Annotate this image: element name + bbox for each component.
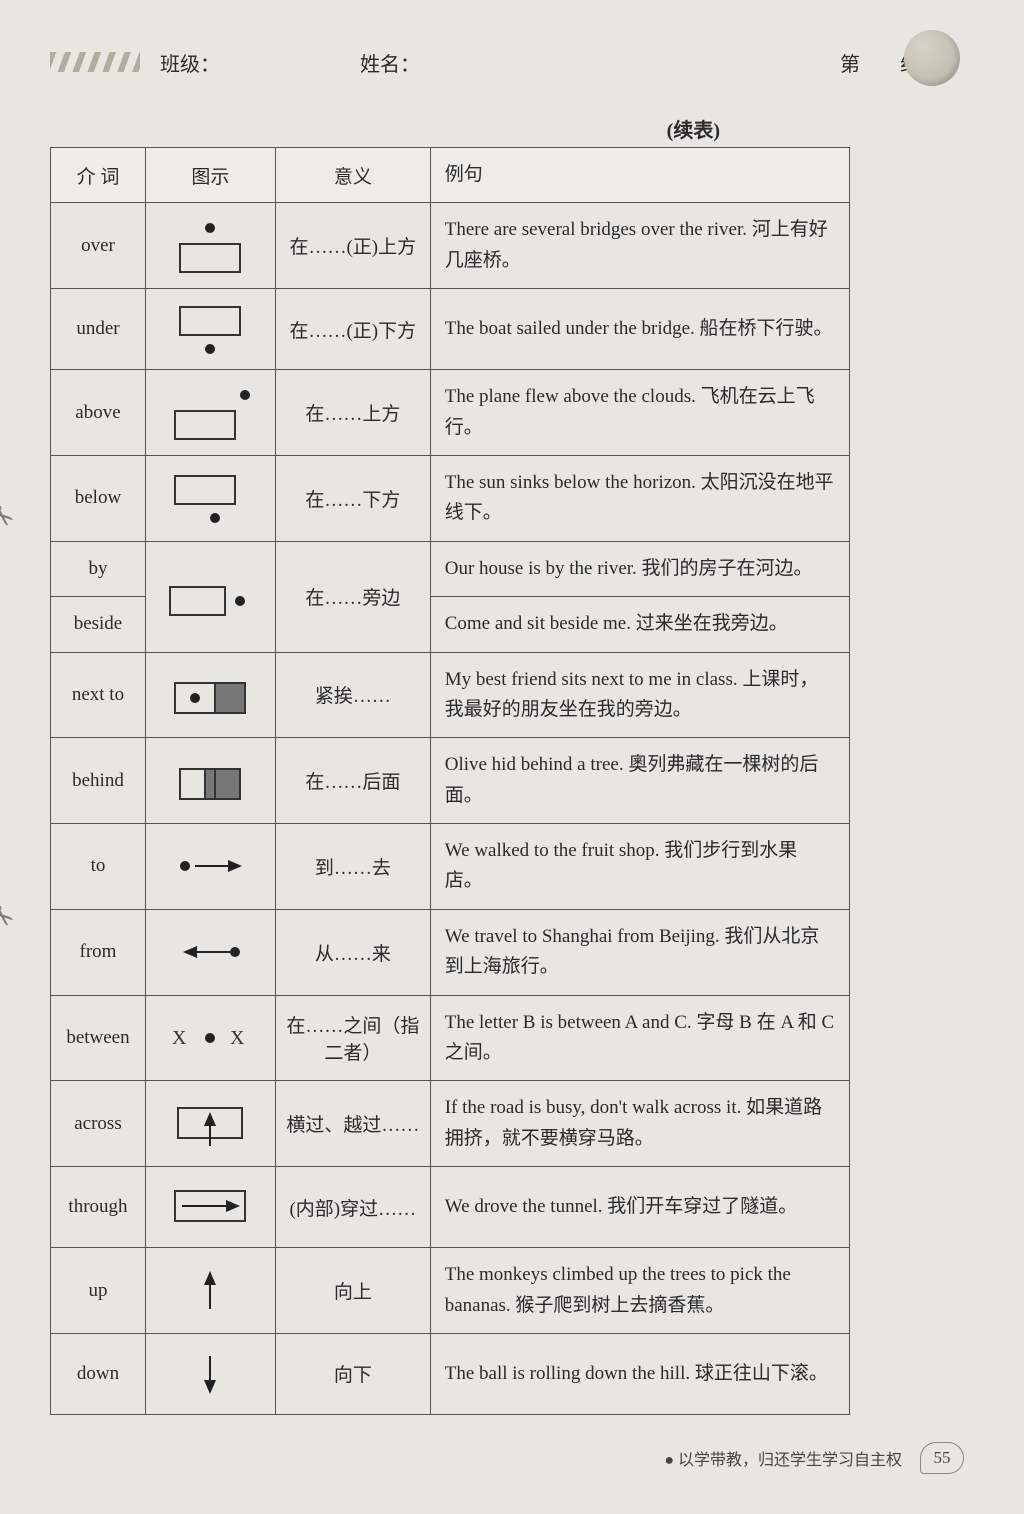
cell-prep: across [51,1081,146,1167]
cell-illustration [145,203,275,289]
cell-prep: under [51,289,146,370]
page-content: 班级： 姓名： 第 组 (续表) 介 词 图示 意义 例句 over 在……(正)… [50,40,920,1415]
cell-meaning: 在……上方 [275,370,430,456]
table-row: under 在……(正)下方The boat sailed under the b… [51,289,850,370]
table-row: up 向上The monkeys climbed up the trees to … [51,1248,850,1334]
cell-illustration [145,909,275,995]
corner-badge-icon [904,30,960,86]
cell-prep: behind [51,738,146,824]
cell-illustration [145,738,275,824]
cell-example: Olive hid behind a tree. 奧列弗藏在一棵树的后面。 [430,738,849,824]
cell-meaning: 从……来 [275,909,430,995]
cell-illustration [145,1081,275,1167]
table-row: from 从……来We travel to Shanghai from Beiji… [51,909,850,995]
cell-example: The ball is rolling down the hill. 球正往山下… [430,1333,849,1414]
cell-example: If the road is busy, don't walk across i… [430,1081,849,1167]
table-row: by在……旁边Our house is by the river. 我们的房子在… [51,541,850,596]
cell-prep: to [51,824,146,910]
prepositions-table: 介 词 图示 意义 例句 over 在……(正)上方There are sever… [50,147,850,1415]
cell-illustration [145,289,275,370]
table-row: behind 在……后面Olive hid behind a tree. 奧列弗藏… [51,738,850,824]
class-label: 班级： [160,48,220,77]
page-number: 55 [920,1442,964,1474]
cell-meaning: 向下 [275,1333,430,1414]
cell-example: The boat sailed under the bridge. 船在桥下行驶… [430,289,849,370]
cell-prep: over [51,203,146,289]
th-example: 例句 [430,148,849,203]
cell-meaning: 紧挨…… [275,652,430,738]
cell-example: Our house is by the river. 我们的房子在河边。 [430,541,849,596]
cell-example: The sun sinks below the horizon. 太阳沉没在地平… [430,455,849,541]
table-row: above 在……上方The plane flew above the cloud… [51,370,850,456]
footer-motto: ● 以学带教，归还学生学习自主权 [664,1446,902,1470]
cell-meaning: 横过、越过…… [275,1081,430,1167]
continued-label: (续表) [50,114,920,143]
cell-illustration [145,1248,275,1334]
cell-prep: below [51,455,146,541]
svg-text:X: X [172,1027,187,1049]
cell-illustration: XX [145,995,275,1081]
cell-meaning: 到……去 [275,824,430,910]
table-row: to 到……去We walked to the fruit shop. 我们步行到… [51,824,850,910]
cell-meaning: 在……(正)上方 [275,203,430,289]
cell-prep: down [51,1333,146,1414]
cell-illustration [145,541,275,652]
scissors-icon: ✂ [0,496,22,537]
cell-meaning: 在……后面 [275,738,430,824]
table-row: betweenXX在……之间（指二者）The letter B is betwe… [51,995,850,1081]
cell-example: My best friend sits next to me in class.… [430,652,849,738]
table-row: next to 紧挨……My best friend sits next to m… [51,652,850,738]
group-prefix: 第 [840,48,860,77]
header-stripes-icon [50,52,140,72]
cell-prep: above [51,370,146,456]
th-illus: 图示 [145,148,275,203]
cell-example: The monkeys climbed up the trees to pick… [430,1248,849,1334]
cell-prep: between [51,995,146,1081]
cell-illustration [145,370,275,456]
page-footer: ● 以学带教，归还学生学习自主权 55 [664,1442,964,1474]
table-header-row: 介 词 图示 意义 例句 [51,148,850,203]
cell-example: The letter B is between A and C. 字母 B 在 … [430,995,849,1081]
cell-meaning: 在……(正)下方 [275,289,430,370]
header-bar: 班级： 姓名： 第 组 [50,40,920,84]
cell-prep: from [51,909,146,995]
cell-prep: next to [51,652,146,738]
cell-illustration [145,1333,275,1414]
table-row: over 在……(正)上方There are several bridges ov… [51,203,850,289]
cell-prep: beside [51,597,146,652]
cell-illustration [145,455,275,541]
cell-meaning: 在……下方 [275,455,430,541]
cell-prep: up [51,1248,146,1334]
cell-meaning: 向上 [275,1248,430,1334]
th-prep: 介 词 [51,148,146,203]
table-row: down 向下The ball is rolling down the hill.… [51,1333,850,1414]
cell-illustration [145,652,275,738]
th-meaning: 意义 [275,148,430,203]
cell-example: There are several bridges over the river… [430,203,849,289]
cell-meaning: (内部)穿过…… [275,1167,430,1248]
cell-example: We walked to the fruit shop. 我们步行到水果店。 [430,824,849,910]
cell-example: The plane flew above the clouds. 飞机在云上飞行… [430,370,849,456]
cell-meaning: 在……旁边 [275,541,430,652]
cell-example: Come and sit beside me. 过来坐在我旁边。 [430,597,849,652]
table-row: below 在……下方The sun sinks below the horizo… [51,455,850,541]
cell-prep: through [51,1167,146,1248]
cell-example: We drove the tunnel. 我们开车穿过了隧道。 [430,1167,849,1248]
cell-illustration [145,824,275,910]
cell-illustration [145,1167,275,1248]
name-label: 姓名： [360,48,420,77]
cell-example: We travel to Shanghai from Beijing. 我们从北… [430,909,849,995]
table-row: through (内部)穿过……We drove the tunnel. 我们开车… [51,1167,850,1248]
table-row: across 横过、越过……If the road is busy, don't … [51,1081,850,1167]
cell-prep: by [51,541,146,596]
cell-meaning: 在……之间（指二者） [275,995,430,1081]
scissors-icon: ✂ [0,896,22,937]
svg-text:X: X [230,1027,245,1049]
